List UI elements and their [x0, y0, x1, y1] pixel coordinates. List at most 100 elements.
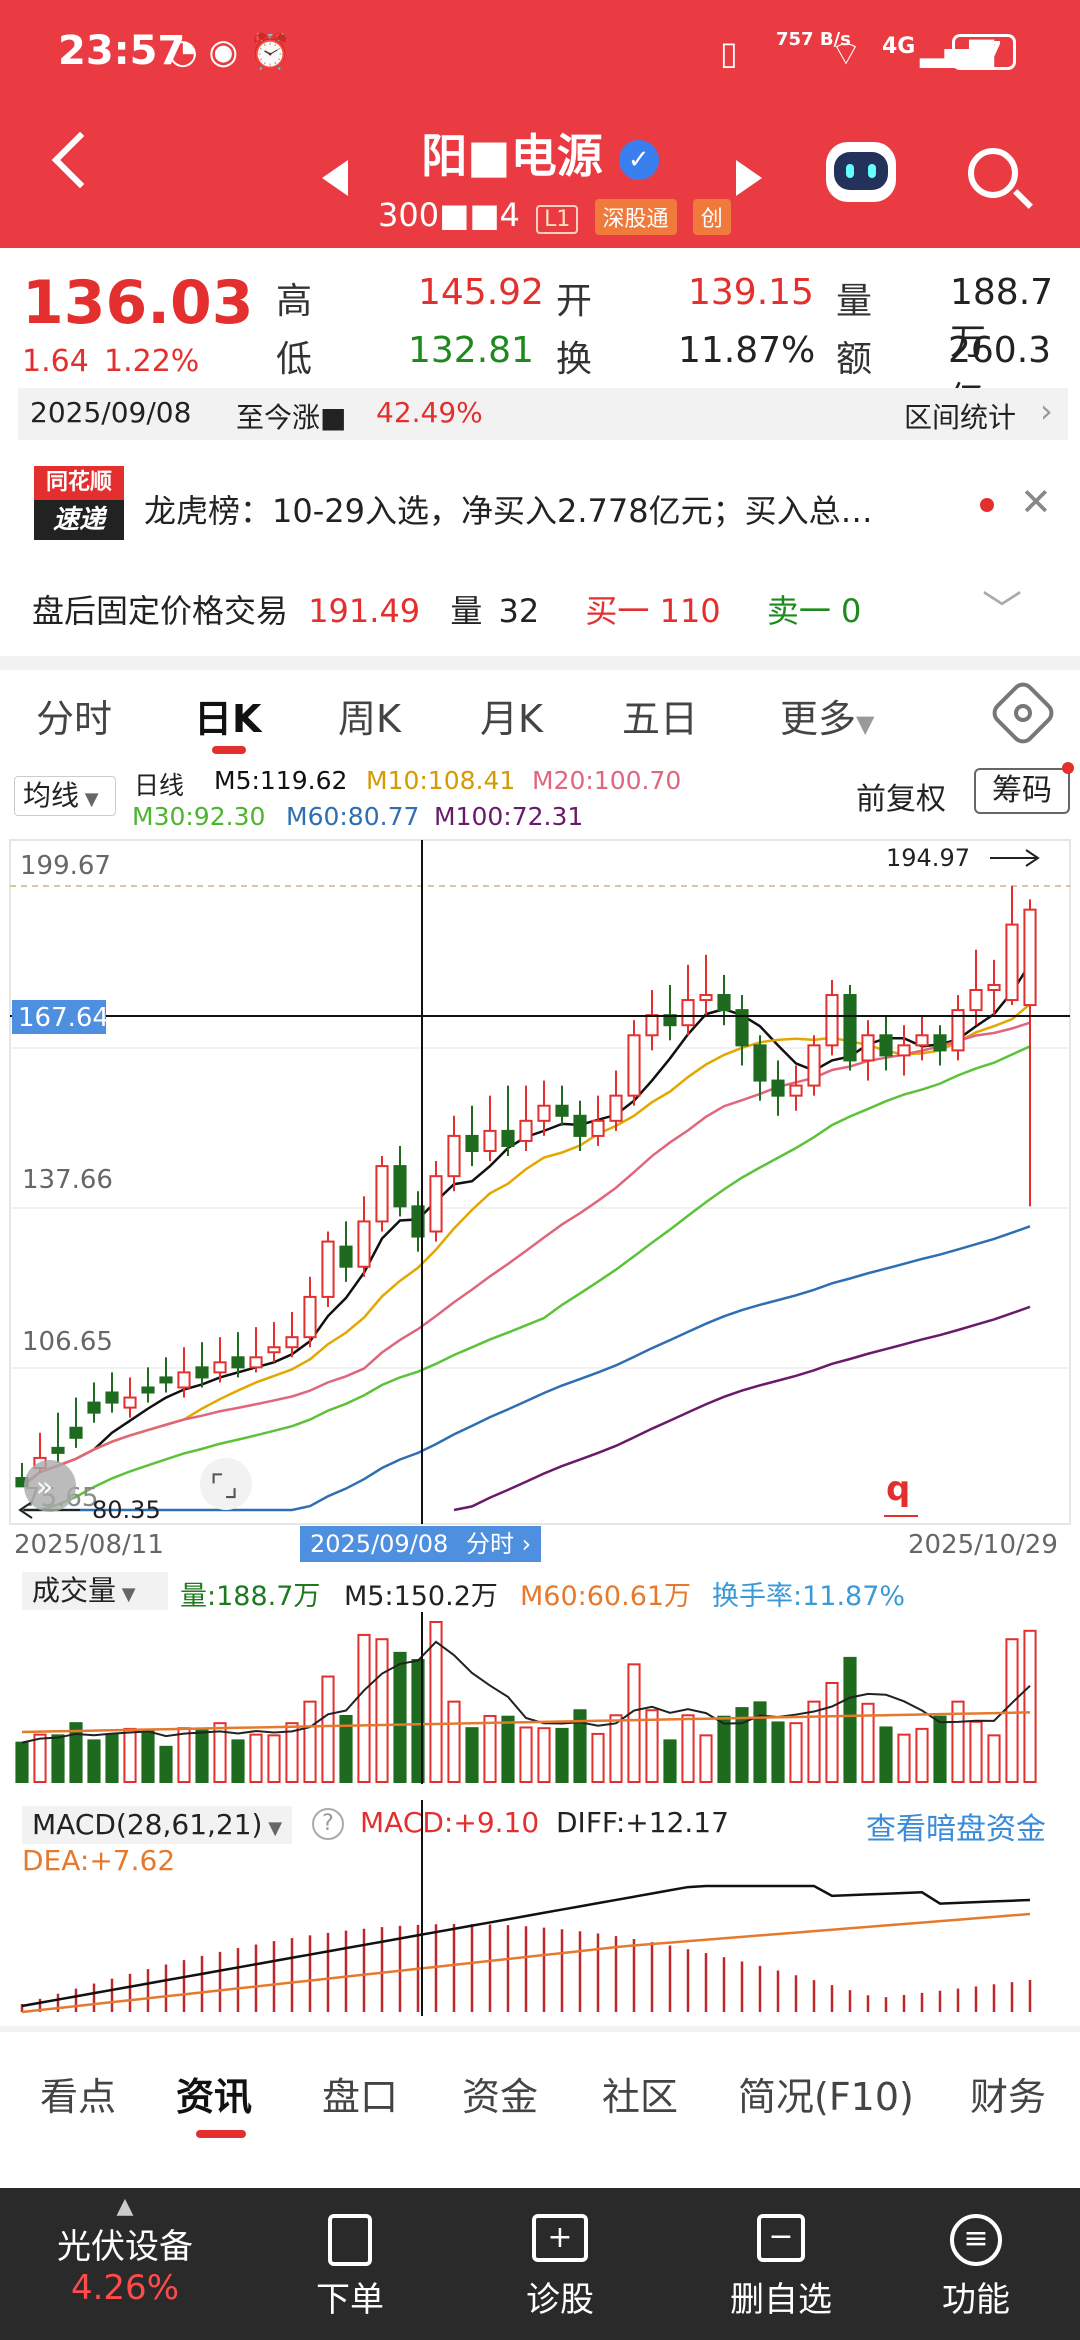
candle-body — [141, 1386, 155, 1394]
candle-body — [357, 1220, 371, 1268]
range-stats-link[interactable]: 区间统计 — [904, 401, 1017, 434]
adjust-mode[interactable]: 前复权 — [856, 782, 946, 817]
volume-bar — [735, 1707, 749, 1783]
subtab-news[interactable]: 资讯 — [176, 2075, 253, 2119]
low-value: 132.81 — [408, 330, 534, 371]
macd-title: MACD(28,61,21) — [32, 1808, 263, 1841]
news-ticker[interactable]: 龙虎榜：10-29入选，净买入2.778亿元；买入总… — [144, 492, 873, 530]
robot-assistant-icon[interactable] — [826, 142, 896, 202]
next-stock-icon[interactable] — [736, 160, 762, 196]
subtab-community[interactable]: 社区 — [602, 2075, 679, 2119]
tab-monthly-k[interactable]: 月K — [480, 697, 543, 741]
diagnose-button[interactable]: + 诊股 — [500, 2214, 620, 2321]
volume-bar — [123, 1727, 137, 1783]
candle-body — [555, 1104, 569, 1117]
volume-bar — [375, 1638, 389, 1784]
dark-pool-link[interactable]: 查看暗盘资金 — [866, 1812, 1046, 1847]
search-icon[interactable] — [968, 148, 1018, 198]
candle-body — [429, 1175, 443, 1233]
order-button[interactable]: 下单 — [290, 2214, 410, 2321]
crosshair-price: 167.64 — [18, 1003, 109, 1033]
candle-body — [465, 1134, 479, 1153]
x-start-date: 2025/08/11 — [14, 1530, 164, 1560]
volume-bar — [69, 1722, 83, 1783]
close-icon[interactable]: ✕ — [1020, 480, 1052, 524]
macd-chart[interactable] — [0, 1800, 1080, 2020]
net-speed: 757 B/s — [776, 29, 851, 50]
volume-turnover-text: 换手率:11.87% — [712, 1581, 906, 1612]
tab-fenshi[interactable]: 分时 — [36, 697, 113, 741]
tag-chuang: 创 — [692, 199, 731, 235]
tab-more[interactable]: 更多▼ — [780, 688, 874, 743]
ths-brand2: 速递 — [34, 500, 124, 540]
after-hours-vol: 32 — [498, 592, 540, 630]
ma-lines — [21, 963, 1032, 1512]
candle-body — [861, 1034, 875, 1062]
candle-body — [753, 1044, 767, 1082]
search-icon-handle — [1013, 189, 1033, 209]
tab-five-day[interactable]: 五日 — [622, 697, 699, 741]
range-pct: 42.49% — [376, 396, 483, 429]
macd-selector[interactable]: MACD(28,61,21) ▼ — [22, 1806, 293, 1844]
candle-body — [321, 1240, 335, 1298]
subtab-f10[interactable]: 简况(F10) — [738, 2075, 914, 2119]
collapse-icon-glyph: » — [36, 1470, 53, 1503]
candle-body — [915, 1034, 929, 1047]
volume-bar — [519, 1726, 533, 1784]
volume-bar — [213, 1722, 227, 1783]
volume-label: 量 — [836, 281, 873, 322]
divider — [0, 656, 1080, 670]
caret-down-icon: ▼ — [856, 710, 875, 738]
open-label: 开 — [556, 281, 593, 322]
after-hours-vol-label: 量 — [450, 592, 483, 630]
volume-chart[interactable] — [0, 1612, 1080, 1792]
prev-stock-icon[interactable] — [322, 160, 348, 196]
remove-watchlist-button[interactable]: − 删自选 — [706, 2214, 856, 2321]
candle-body — [1023, 908, 1037, 1007]
volume-bar — [825, 1681, 839, 1783]
function-button[interactable]: ≡ 功能 — [916, 2214, 1036, 2321]
subtab-orderbook[interactable]: 盘口 — [322, 2075, 399, 2119]
volume-m5-line — [21, 1640, 1031, 1744]
subtab-highlights[interactable]: 看点 — [40, 2075, 117, 2119]
candle-body — [177, 1371, 191, 1389]
volume-bar — [285, 1722, 299, 1783]
stock-name: 阳■电源 — [421, 129, 603, 183]
range-stats-bar[interactable]: 2025/09/08 至今涨■ 42.49% 区间统计 › — [18, 388, 1068, 440]
ma-line-m60 — [22, 1225, 1031, 1512]
volume-selector[interactable]: 成交量 ▼ — [22, 1572, 168, 1610]
ma-m10: M10:108.41 — [366, 766, 516, 795]
candle-body — [807, 1044, 821, 1087]
candle-body — [987, 983, 1001, 991]
chevron-down-icon[interactable]: ﹀ — [982, 588, 1022, 634]
help-icon[interactable]: ? — [312, 1808, 344, 1840]
kline-chart[interactable]: 199.67 137.66 106.65 75.65 167.64 194.97… — [0, 838, 1080, 1558]
sector-name: 光伏设备 — [57, 2227, 193, 2267]
sector-button[interactable]: ▲ 光伏设备 4.26% — [20, 2194, 230, 2308]
volume-bar — [753, 1701, 767, 1783]
open-value: 139.15 — [688, 272, 814, 313]
candle-body — [699, 994, 713, 1002]
vibrate-icon: ▯ — [720, 34, 738, 72]
tag-l1: L1 — [536, 205, 579, 234]
range-label: 至今涨■ — [236, 401, 347, 434]
ma-selector[interactable]: 均线 ▼ — [14, 776, 116, 816]
chip-button[interactable]: 筹码 — [974, 768, 1070, 814]
fullscreen-icon-glyph: ⌜⌟ — [210, 1469, 238, 1504]
y-tick-low: 106.65 — [22, 1327, 113, 1357]
unread-dot — [980, 498, 994, 512]
volume-bar — [609, 1714, 623, 1783]
amount-label: 额 — [836, 339, 873, 380]
tab-weekly-k[interactable]: 周K — [338, 697, 401, 741]
subtab-finance[interactable]: 财务 — [970, 2075, 1047, 2119]
subtab-funds[interactable]: 资金 — [462, 2075, 539, 2119]
cursor-fenshi-link: 分时 — [465, 1530, 514, 1558]
cursor-date-box[interactable]: 2025/09/08 分时 › — [300, 1526, 542, 1562]
volume-bar — [555, 1727, 569, 1783]
stock-title-block[interactable]: 阳■电源 ✓ — [0, 120, 1080, 186]
tab-daily-k[interactable]: 日K — [194, 697, 262, 741]
price-change: 1.64 — [22, 344, 89, 379]
cursor-date: 2025/09/08 — [310, 1530, 449, 1558]
after-hours-row[interactable]: 盘后固定价格交易 191.49 量 32 买一 110 卖一 0 — [32, 586, 861, 632]
macd-diff-line — [21, 1884, 1031, 2008]
